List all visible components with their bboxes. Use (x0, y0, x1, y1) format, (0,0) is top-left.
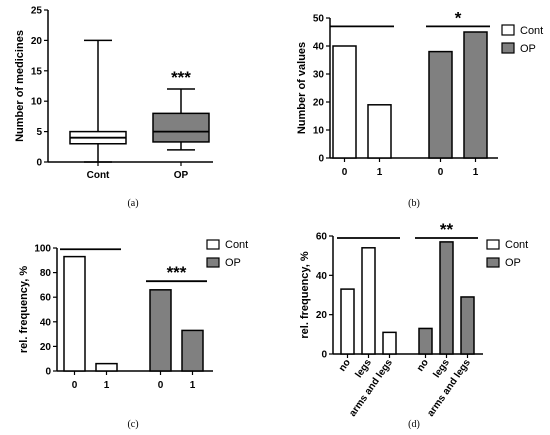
significance-marker: ** (440, 220, 454, 239)
y-tick-label: 50 (313, 14, 325, 25)
panel-label: (b) (408, 198, 420, 209)
legend: Cont OP (206, 239, 248, 269)
iqr-box (152, 112, 210, 143)
bar (428, 50, 453, 159)
bar (340, 288, 355, 355)
legend-label: Cont (505, 239, 528, 251)
legend-swatch-op (501, 42, 515, 54)
x-tick-label: legs (431, 357, 452, 380)
x-tick-label: 1 (377, 167, 383, 178)
y-tick-label: 0 (45, 367, 51, 378)
x-tick-label: 1 (104, 380, 110, 391)
bar (361, 247, 376, 355)
x-tick-label: 1 (473, 167, 479, 178)
x-tick-label: 1 (190, 380, 196, 391)
y-tick-label: 0 (318, 154, 324, 165)
y-tick-label: 5 (36, 127, 42, 138)
bar (332, 45, 357, 159)
bar (367, 104, 392, 159)
y-tick-label: 20 (31, 36, 43, 47)
bar (439, 241, 454, 355)
y-tick-label: 0 (36, 158, 42, 169)
y-tick-label: 40 (316, 271, 328, 282)
x-tick-label: OP (174, 170, 189, 181)
bar (95, 362, 118, 372)
bar (418, 327, 433, 355)
y-axis-title: Number of values (296, 42, 308, 134)
y-axis-title: rel. frequency, % (299, 251, 311, 338)
x-tick-label: legs (353, 357, 374, 380)
x-tick-label: 0 (72, 380, 78, 391)
legend: Cont OP (486, 239, 528, 269)
y-tick-label: 15 (31, 66, 43, 77)
bar (463, 31, 488, 159)
y-tick-label: 20 (313, 98, 325, 109)
y-tick-label: 20 (316, 310, 328, 321)
y-tick-label: 25 (31, 6, 43, 17)
x-tick-label: 0 (342, 167, 348, 178)
y-axis-title: rel. frequency, % (18, 266, 30, 353)
legend-label: Cont (225, 239, 248, 251)
significance-marker: *** (167, 263, 187, 282)
x-tick-label: no (415, 357, 431, 373)
legend-label: Cont (520, 25, 543, 37)
y-tick-label: 100 (34, 244, 51, 255)
y-tick-label: 60 (40, 293, 52, 304)
y-tick-label: 80 (40, 268, 52, 279)
legend-swatch-op (206, 257, 220, 268)
y-tick-label: 30 (313, 70, 325, 81)
legend-swatch-cont (501, 24, 515, 36)
significance-marker: * (455, 8, 462, 27)
y-axis-title: Number of medicines (14, 30, 26, 142)
x-tick-label: 0 (438, 167, 444, 178)
y-tick-label: 10 (313, 126, 325, 137)
legend-swatch-cont (486, 239, 500, 250)
legend-swatch-cont (206, 239, 220, 250)
bar (63, 255, 86, 372)
x-tick-label: Cont (87, 170, 110, 181)
x-tick-label: no (337, 357, 353, 373)
legend-label: OP (520, 43, 536, 55)
y-tick-label: 40 (313, 42, 325, 53)
y-tick-label: 20 (40, 342, 52, 353)
x-tick-label: 0 (158, 380, 164, 391)
box-op (152, 88, 210, 151)
bar (460, 296, 475, 355)
y-tick-label: 40 (40, 317, 52, 328)
bar (382, 331, 397, 355)
legend-label: OP (225, 257, 241, 269)
bar (181, 329, 204, 372)
significance-marker: *** (171, 68, 191, 87)
y-tick-label: 60 (316, 232, 328, 243)
panel-label: (d) (408, 419, 420, 430)
legend: Cont OP (501, 24, 543, 55)
y-tick-label: 0 (321, 350, 327, 361)
box-cont (69, 39, 127, 163)
y-tick-label: 10 (31, 97, 43, 108)
bar (149, 289, 172, 372)
panel-a-box-plot: 0 5 10 15 20 25 Number of medicines (a) Cont OP **… (14, 6, 213, 209)
panel-label: (c) (127, 419, 138, 430)
legend-swatch-op (486, 257, 500, 268)
legend-label: OP (505, 257, 521, 269)
panel-label: (a) (127, 198, 138, 209)
